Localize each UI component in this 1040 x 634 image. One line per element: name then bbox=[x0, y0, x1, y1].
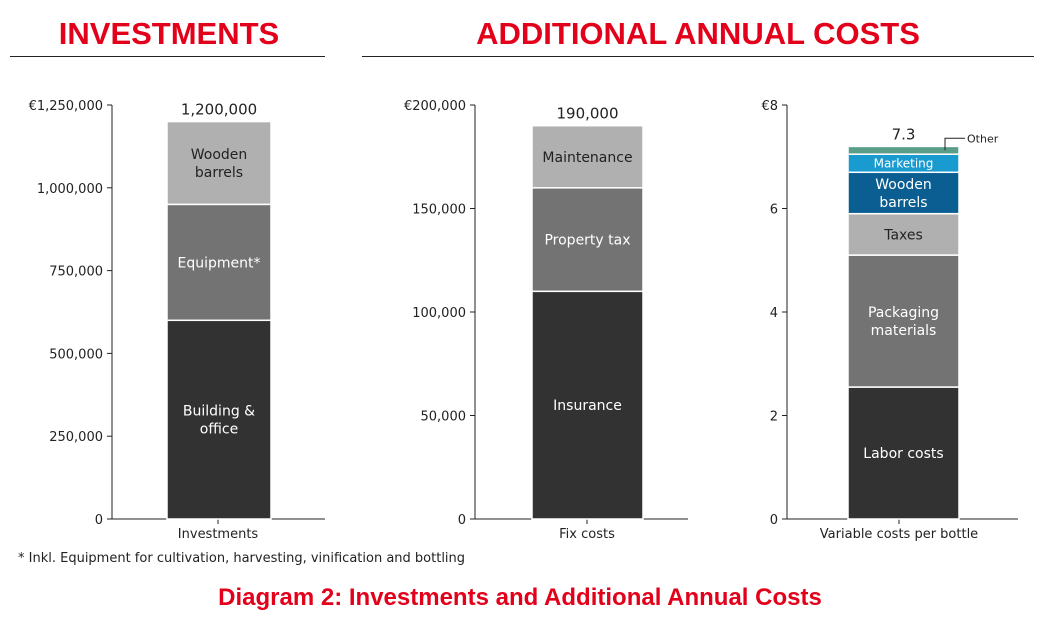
chart3-segment-label-marketing: Marketing bbox=[874, 157, 934, 171]
footnote: * Inkl. Equipment for cultivation, harve… bbox=[18, 551, 466, 566]
chart3-segment-label-packaging-materials: materials bbox=[871, 323, 937, 339]
chart1-y-tick-label: 500,000 bbox=[49, 347, 103, 362]
chart3-segment-label-packaging-materials: Packaging bbox=[868, 305, 939, 321]
investments-heading: INVESTMENTS bbox=[58, 16, 280, 51]
chart2-segment-label-insurance: Insurance bbox=[553, 398, 622, 414]
chart3-bar-packaging-materials bbox=[847, 254, 960, 388]
chart1-bar-wooden-barrels bbox=[166, 120, 272, 206]
chart1-bar-equipment bbox=[166, 203, 272, 322]
chart3-bar-labor-costs bbox=[847, 386, 960, 520]
chart1-segment-label-building-office: office bbox=[200, 422, 238, 438]
chart3-segment-label-taxes: Taxes bbox=[883, 227, 923, 243]
charts-area: 0250,000500,000750,0001,000,000€1,250,00… bbox=[29, 99, 1018, 542]
additional-costs-heading: ADDITIONAL ANNUAL COSTS bbox=[476, 16, 920, 51]
chart1-y-tick-label: 1,000,000 bbox=[37, 182, 103, 197]
chart3-category-label: Variable costs per bottle bbox=[820, 527, 978, 542]
chart1-y-tick-label: 750,000 bbox=[49, 265, 103, 280]
chart3-bar-other bbox=[847, 145, 960, 155]
chart1-y-tick-label: 0 bbox=[95, 513, 103, 528]
chart1-segment-label-building-office: Building & bbox=[183, 404, 255, 420]
chart3-callout-line bbox=[944, 137, 965, 151]
chart1-segment-label-wooden-barrels: barrels bbox=[195, 165, 243, 181]
chart1-total-label: 1,200,000 bbox=[181, 101, 257, 119]
chart1-segment-label-wooden-barrels: Wooden bbox=[191, 147, 248, 163]
chart2-y-tick-label: €200,000 bbox=[404, 99, 466, 114]
chart2-bar-insurance bbox=[531, 290, 644, 520]
chart3-segment-label-wooden-barrels: Wooden bbox=[875, 177, 932, 193]
chart3-y-tick-label: 2 bbox=[770, 410, 778, 425]
chart3-y-tick-label: 4 bbox=[770, 306, 778, 321]
chart2-y-tick-label: 100,000 bbox=[412, 306, 466, 321]
chart2-y-tick-label: 50,000 bbox=[421, 410, 467, 425]
chart2-y-tick-label: 0 bbox=[458, 513, 466, 528]
chart3-y-tick-label: 6 bbox=[770, 203, 778, 218]
chart3-segment-label-other: Other bbox=[967, 132, 999, 145]
chart3-y-tick-label: €8 bbox=[761, 99, 778, 114]
chart1-segment-label-equipment: Equipment* bbox=[178, 255, 261, 271]
chart1-bar-building-office bbox=[166, 319, 272, 520]
chart2-category-label: Fix costs bbox=[559, 527, 615, 542]
chart1-category-label: Investments bbox=[178, 527, 259, 542]
additional-costs-heading-rule bbox=[362, 56, 1034, 57]
diagram-caption: Diagram 2: Investments and Additional An… bbox=[218, 584, 822, 611]
chart2-segment-label-maintenance: Maintenance bbox=[542, 150, 632, 166]
chart1-y-tick-label: €1,250,000 bbox=[29, 99, 103, 114]
chart2-bar-maintenance bbox=[531, 124, 644, 189]
investments-heading-rule bbox=[10, 56, 325, 57]
chart2-total-label: 190,000 bbox=[556, 105, 618, 123]
chart3-segment-label-labor-costs: Labor costs bbox=[863, 446, 943, 462]
chart3-total-label: 7.3 bbox=[892, 125, 916, 143]
chart3-y-tick-label: 0 bbox=[770, 513, 778, 528]
chart3-segment-label-wooden-barrels: barrels bbox=[879, 195, 927, 211]
chart2-y-tick-label: 150,000 bbox=[412, 203, 466, 218]
chart2-segment-label-property-tax: Property tax bbox=[544, 233, 630, 249]
chart1-y-tick-label: 250,000 bbox=[49, 430, 103, 445]
